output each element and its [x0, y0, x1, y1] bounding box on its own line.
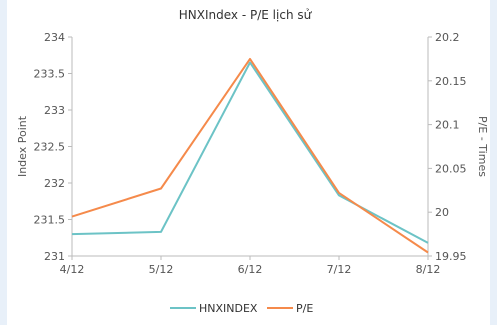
- right-tick-label: 19.95: [435, 250, 467, 263]
- series-layer: [71, 57, 429, 254]
- legend-label-hnxindex[interactable]: HNXINDEX: [199, 302, 258, 315]
- left-tick-label: 232.5: [34, 141, 66, 154]
- left-tick-label: 231: [44, 250, 65, 263]
- axes: 231 231.5 232 232.5 233 233.5 234 19.95 20 20.05 2…: [16, 31, 489, 276]
- left-tick-label: 233.5: [34, 68, 66, 81]
- x-tick-label: 4/12: [60, 263, 85, 276]
- series-line-p-e: [71, 57, 429, 254]
- x-tick-label: 5/12: [149, 263, 174, 276]
- right-tick-label: 20.1: [435, 119, 460, 132]
- x-tick-label: 6/12: [238, 263, 263, 276]
- chart-title: HNXIndex - P/E lịch sử: [179, 8, 313, 22]
- left-tick-label: 234: [44, 31, 65, 44]
- left-axis-label: Index Point: [16, 115, 29, 177]
- right-tick-label: 20.05: [435, 162, 467, 175]
- legend-label-p-e[interactable]: P/E: [296, 302, 313, 315]
- x-tick-label: 8/12: [416, 263, 441, 276]
- left-tick-label: 232: [44, 177, 65, 190]
- x-tick-label: 7/12: [327, 263, 352, 276]
- left-tick-label: 233: [44, 104, 65, 117]
- left-tick-label: 231.5: [34, 214, 66, 227]
- chart-panel: [7, 0, 490, 325]
- legend: HNXINDEX P/E: [170, 302, 313, 315]
- right-tick-label: 20.15: [435, 75, 467, 88]
- right-tick-label: 20: [435, 206, 449, 219]
- right-axis-label: P/E - Times: [476, 116, 489, 177]
- right-tick-label: 20.2: [435, 31, 460, 44]
- series-line-hnxindex: [71, 61, 429, 244]
